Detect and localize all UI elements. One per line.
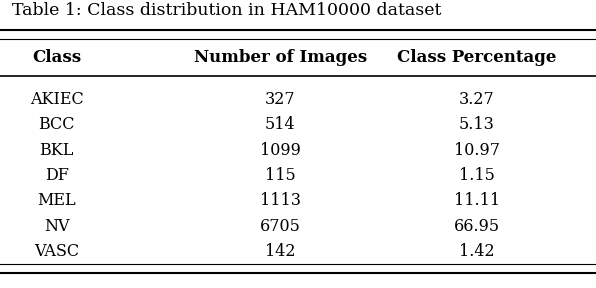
Text: 11.11: 11.11 bbox=[454, 192, 500, 209]
Text: 327: 327 bbox=[265, 91, 296, 108]
Text: DF: DF bbox=[45, 167, 69, 184]
Text: 1113: 1113 bbox=[260, 192, 300, 209]
Text: 1.15: 1.15 bbox=[459, 167, 495, 184]
Text: Number of Images: Number of Images bbox=[194, 49, 367, 66]
Text: 66.95: 66.95 bbox=[454, 217, 500, 235]
Text: 1099: 1099 bbox=[260, 141, 300, 159]
Text: MEL: MEL bbox=[38, 192, 76, 209]
Text: 6705: 6705 bbox=[260, 217, 300, 235]
Text: 1.42: 1.42 bbox=[459, 243, 495, 260]
Text: 142: 142 bbox=[265, 243, 296, 260]
Text: Class: Class bbox=[32, 49, 81, 66]
Text: 115: 115 bbox=[265, 167, 296, 184]
Text: 10.97: 10.97 bbox=[454, 141, 500, 159]
Text: BCC: BCC bbox=[38, 116, 75, 133]
Text: Class Percentage: Class Percentage bbox=[397, 49, 557, 66]
Text: VASC: VASC bbox=[34, 243, 79, 260]
Text: NV: NV bbox=[44, 217, 69, 235]
Text: 514: 514 bbox=[265, 116, 296, 133]
Text: Table 1: Class distribution in HAM10000 dataset: Table 1: Class distribution in HAM10000 … bbox=[12, 1, 441, 19]
Text: BKL: BKL bbox=[39, 141, 74, 159]
Text: 3.27: 3.27 bbox=[459, 91, 495, 108]
Text: 5.13: 5.13 bbox=[459, 116, 495, 133]
Text: AKIEC: AKIEC bbox=[30, 91, 83, 108]
